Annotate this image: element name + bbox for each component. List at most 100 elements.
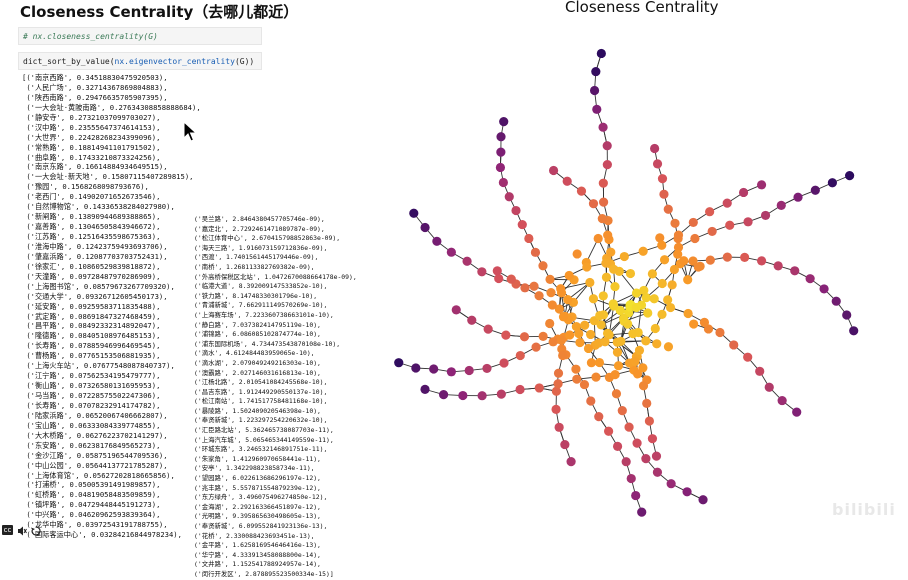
graph-node (566, 457, 575, 466)
graph-node (499, 178, 508, 187)
graph-node (618, 406, 627, 415)
output-line: ('吴兰路', 2.8464380457705746e-09), (194, 215, 357, 225)
graph-node (664, 342, 673, 351)
graph-node (705, 207, 714, 216)
graph-node (499, 117, 508, 126)
code-cell-comment[interactable]: # nx.closeness_centrality(G) (18, 27, 262, 45)
output-line: ('江杨北路', 2.010541084245568e-10), (194, 378, 357, 388)
code-call-prefix: dict_sort_by_value( (23, 57, 115, 66)
graph-node (534, 291, 543, 300)
graph-node (639, 286, 648, 295)
output-line: ('环城东路', 3.246532146891751e-11), (194, 445, 357, 455)
graph-node (580, 380, 589, 389)
graph-node (627, 474, 636, 483)
graph-node (586, 396, 595, 405)
output-line: ('浦锦路', 6.086085102874774e-10), (194, 330, 357, 340)
output-line: ('隆德路', 0.08405108976485153), (22, 331, 201, 341)
output-line: ('花桥', 2.330088423693451e-13), (194, 532, 357, 542)
graph-node (650, 144, 659, 153)
graph-node (602, 273, 611, 282)
graph-node (690, 234, 699, 243)
output-list-top: [('南京西路', 0.34518830475920503), ('人民广场',… (22, 73, 201, 540)
output-line: ('闵行开发区', 2.878895523500334e-15)] (194, 570, 357, 580)
output-line: ('奉贤新城', 1.223297254220632e-10), (194, 416, 357, 426)
graph-node (559, 312, 568, 321)
graph-node (667, 479, 676, 488)
graph-node (465, 366, 474, 375)
graph-node (670, 219, 679, 228)
graph-node (606, 248, 615, 257)
output-line: ('嘉善路', 0.13046505843946672), (22, 222, 201, 232)
graph-node (743, 353, 752, 362)
graph-node (563, 177, 572, 186)
graph-node (698, 495, 707, 504)
graph-node (549, 337, 558, 346)
graph-node (538, 261, 547, 270)
output-line: ('昌平路', 0.08492332314892047), (22, 321, 201, 331)
graph-node (670, 265, 679, 274)
output-line: ('一大会址·黄陂南路', 0.27634308858888684), (22, 103, 201, 113)
graph-node (668, 280, 677, 289)
graph-node (641, 336, 650, 345)
graph-node (648, 434, 657, 443)
graph-node (535, 383, 544, 392)
output-line: ('金平路', 1.625816954646416e-13), (194, 541, 357, 551)
graph-node (673, 250, 682, 259)
output-line: ('老西门', 0.14902071652673546), (22, 192, 201, 202)
output-line: ('陕西南路', 0.29476635705907395), (22, 93, 201, 103)
graph-node (658, 174, 667, 183)
output-line: ('滴水', 4.612484483959065e-10), (194, 349, 357, 359)
graph-node (549, 166, 558, 175)
graph-node (394, 358, 403, 367)
graph-node (597, 320, 606, 329)
graph-node (790, 266, 799, 275)
output-line: ('交通大学', 0.09326712605450173), (22, 292, 201, 302)
graph-node (603, 141, 612, 150)
graph-node (643, 308, 652, 317)
graph-node (806, 274, 815, 283)
graph-node (554, 369, 563, 378)
output-line: ('宝山路', 0.06333084339774855), (22, 421, 201, 431)
graph-node (546, 288, 555, 297)
graph-node (595, 311, 604, 320)
graph-node (743, 217, 752, 226)
graph-node (477, 267, 486, 276)
output-line: ('汉中路', 0.23555647374614153), (22, 123, 201, 133)
graph-node (622, 457, 631, 466)
mute-icon[interactable] (17, 526, 27, 536)
graph-node (757, 180, 766, 189)
graph-node (723, 199, 732, 208)
graph-node (609, 301, 618, 310)
graph-node (778, 396, 787, 405)
graph-node (684, 309, 693, 318)
graph-node (520, 283, 529, 292)
output-line: ('大木桥路', 0.06276223702141297), (22, 431, 201, 441)
graph-node (682, 487, 691, 496)
graph-node (648, 269, 657, 278)
graph-node (631, 491, 640, 500)
graph-node (447, 367, 456, 376)
graph-node (666, 303, 675, 312)
player-controls: cc (0, 523, 60, 539)
output-line: ('澳霸路', 2.027146031616813e-10), (194, 369, 357, 379)
graph-node (639, 381, 648, 390)
graph-node (664, 205, 673, 214)
captions-button[interactable]: cc (2, 525, 13, 535)
graph-node (467, 316, 476, 325)
code-cell-eigenvector[interactable]: dict_sort_by_value(nx.eigenvector_centra… (18, 52, 262, 70)
graph-node (585, 278, 594, 287)
graph-node (497, 389, 506, 398)
page-title: Closeness Centrality（去哪儿都近） (20, 1, 298, 22)
graph-node (774, 261, 783, 270)
output-line: ('东方绿舟', 3.496075496274850e-12), (194, 493, 357, 503)
output-line: ('静白路', 7.037382414795119e-10), (194, 321, 357, 331)
graph-node (619, 314, 628, 323)
output-line: ('徐家汇', 0.10860529839818872), (22, 262, 201, 272)
graph-node (628, 329, 637, 338)
graph-node (652, 339, 661, 348)
output-line: ('自然博物馆', 0.14336538284027980), (22, 202, 201, 212)
output-line: ('汇臣路北站', 5.362465738087703e-11), (194, 426, 357, 436)
replay-icon[interactable] (31, 526, 41, 536)
graph-node (439, 390, 448, 399)
graph-node (557, 336, 566, 345)
